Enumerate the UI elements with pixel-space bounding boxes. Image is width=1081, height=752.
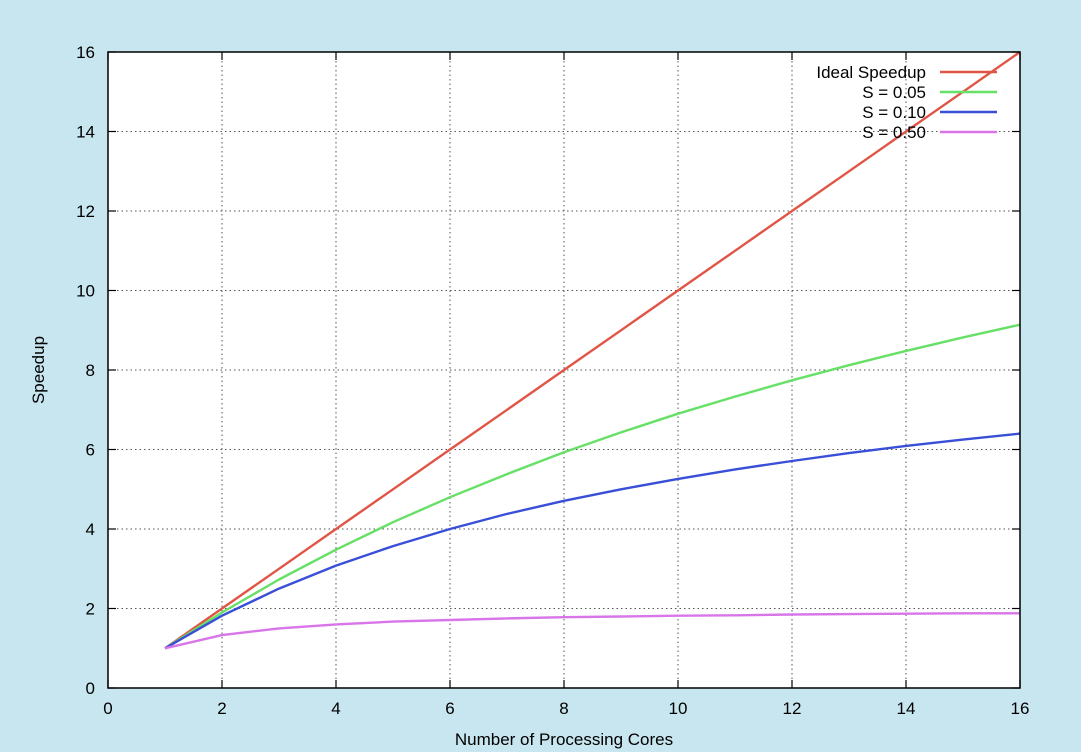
- y-tick-label: 8: [86, 361, 95, 380]
- series-line: [164, 51, 1021, 650]
- x-tick-label: 12: [783, 699, 802, 718]
- x-tick-label: 16: [1011, 699, 1030, 718]
- series-line: [164, 323, 1021, 650]
- y-tick-label: 6: [86, 441, 95, 460]
- y-tick-label: 10: [76, 282, 95, 301]
- x-tick-label: 4: [331, 699, 340, 718]
- series-lines: [164, 51, 1021, 650]
- y-axis-title: Speedup: [29, 336, 48, 404]
- series-line: [164, 432, 1021, 650]
- x-tick-label: 14: [897, 699, 916, 718]
- axis-ticks: 0 2 4 6 8 10 12 14 16 0 2 4 6 8 10 12 14 16: [76, 43, 1029, 718]
- y-tick-label: 4: [86, 520, 95, 539]
- y-tick-label: 14: [76, 123, 95, 142]
- legend-label: Ideal Speedup: [816, 63, 926, 82]
- legend-label: S = 0.50: [862, 123, 926, 142]
- legend-label: S = 0.05: [862, 83, 926, 102]
- data-points: [164, 51, 1021, 649]
- y-tick-label: 0: [86, 679, 95, 698]
- x-tick-label: 10: [669, 699, 688, 718]
- y-tick-label: 12: [76, 202, 95, 221]
- x-tick-label: 6: [445, 699, 454, 718]
- y-tick-label: 2: [86, 600, 95, 619]
- x-axis-title: Number of Processing Cores: [455, 730, 673, 749]
- series-line: [164, 612, 1020, 650]
- x-tick-label: 2: [217, 699, 226, 718]
- x-tick-label: 0: [103, 699, 112, 718]
- x-tick-label: 8: [559, 699, 568, 718]
- y-tick-label: 16: [76, 43, 95, 62]
- legend-label: S = 0.10: [862, 103, 926, 122]
